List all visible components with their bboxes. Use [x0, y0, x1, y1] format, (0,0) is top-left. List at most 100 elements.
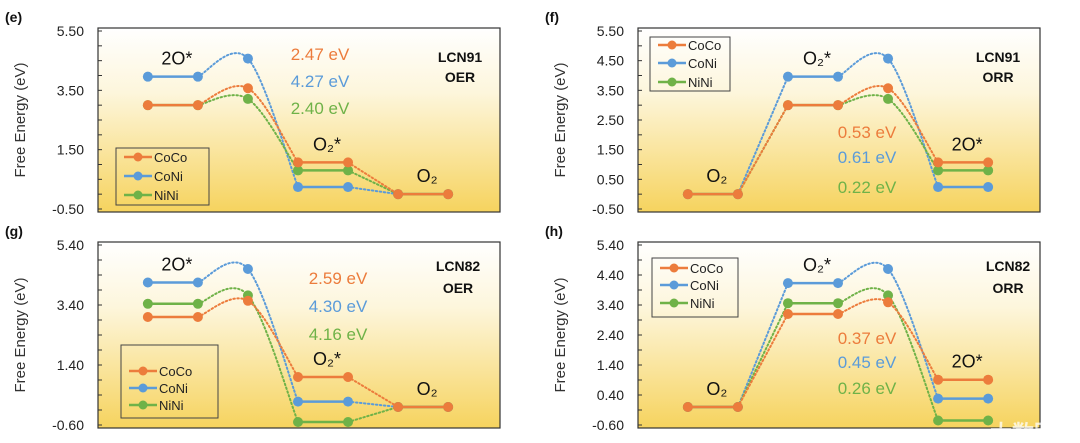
y-axis-label: Free Energy (eV)	[552, 62, 569, 177]
state-label: 2O*	[952, 352, 983, 372]
data-point	[192, 312, 203, 322]
connector-dotted	[736, 302, 789, 408]
y-tick-label: 1.50	[57, 142, 84, 158]
data-point	[192, 100, 203, 111]
reaction-tag: ORR	[992, 280, 1023, 296]
y-tick-label: 3.40	[597, 297, 624, 313]
transition-state-point	[883, 290, 894, 301]
state-label: O₂	[706, 166, 727, 186]
legend-swatch-marker	[669, 280, 679, 290]
data-point	[933, 393, 944, 404]
barrier-label-NiNi: 4.16 eV	[309, 325, 368, 344]
y-axis-label: Free Energy (eV)	[12, 277, 29, 392]
legend: CoCo CoNi NiNi	[651, 257, 739, 318]
y-tick-label: 2.50	[597, 112, 624, 128]
legend-swatch-marker	[667, 40, 677, 50]
data-point	[933, 165, 944, 176]
data-point	[142, 100, 153, 111]
data-point	[292, 372, 303, 382]
data-point	[832, 100, 843, 111]
legend-label: NiNi	[159, 398, 184, 413]
legend-label: CoCo	[688, 38, 721, 53]
data-point	[292, 165, 303, 176]
state-label: O₂*	[803, 255, 831, 275]
system-tag: LCN91	[976, 49, 1021, 65]
legend-swatch-marker	[133, 171, 143, 181]
state-label: 2O*	[161, 49, 192, 69]
y-tick-label: 2.40	[597, 327, 624, 343]
reaction-tag: OER	[445, 69, 475, 85]
barrier-label-NiNi: 0.26 eV	[838, 379, 897, 398]
state-label: 2O*	[161, 255, 192, 275]
data-point	[983, 393, 994, 404]
barrier-label-CoCo: 2.59 eV	[309, 269, 368, 288]
state-label: O₂*	[313, 134, 341, 154]
series-CoNi	[682, 261, 994, 412]
barrier-label-CoNi: 0.61 eV	[838, 148, 897, 167]
transition-state-point	[242, 53, 253, 64]
transition-state-point	[883, 264, 894, 274]
legend-label: NiNi	[154, 188, 179, 203]
panel-label: (e)	[5, 9, 22, 25]
barrier-label-CoCo: 2.47 eV	[291, 45, 350, 64]
panel-f: 5.50 4.50 3.50 2.50 1.50 0.50 -0.50 Free Energy…	[545, 9, 1041, 217]
y-tick-label: 1.40	[57, 357, 84, 373]
legend-box	[651, 257, 739, 318]
y-tick-label: 4.40	[597, 267, 624, 283]
y-tick-label: 3.50	[57, 82, 84, 98]
data-point	[732, 402, 743, 412]
connector-dotted	[347, 186, 400, 196]
legend: CoCo CoNi NiNi	[120, 344, 219, 419]
legend-box	[120, 344, 219, 419]
system-tag: LCN82	[986, 258, 1031, 274]
legend: CoCo CoNi NiNi	[649, 36, 731, 92]
y-tick-label: 1.50	[597, 142, 624, 158]
state-label: O₂	[417, 379, 438, 399]
legend-swatch-marker	[138, 383, 148, 393]
data-point	[343, 372, 354, 382]
y-tick-label: -0.60	[592, 417, 624, 433]
system-tag: LCN82	[436, 258, 481, 274]
barrier-label-CoCo: 0.53 eV	[838, 123, 897, 142]
data-point	[732, 189, 743, 200]
legend-swatch-marker	[133, 152, 143, 162]
legend-swatch-marker	[133, 190, 143, 200]
data-point	[343, 157, 354, 168]
data-point	[192, 277, 203, 288]
data-point	[983, 415, 994, 426]
data-point	[933, 415, 944, 426]
legend-swatch-marker	[667, 77, 677, 87]
legend-label: CoCo	[690, 261, 723, 276]
connector-dotted	[736, 104, 789, 196]
y-tick-label: 0.40	[597, 387, 624, 403]
state-label: O₂*	[313, 349, 341, 369]
state-label: O₂*	[803, 49, 831, 69]
data-point	[933, 182, 944, 193]
data-point	[393, 402, 404, 412]
legend-label: NiNi	[690, 296, 715, 311]
watermark: 大数跨境	[990, 421, 1078, 443]
y-tick-label: 3.40	[57, 297, 84, 313]
data-point	[682, 189, 693, 200]
data-point	[292, 396, 303, 407]
connector-dotted	[196, 52, 299, 189]
connector-dotted	[347, 406, 400, 423]
connector-dotted	[836, 52, 940, 189]
y-tick-label: 5.40	[57, 237, 84, 253]
data-point	[832, 278, 843, 289]
data-point	[832, 71, 843, 82]
legend-swatch-marker	[669, 263, 679, 273]
data-point	[782, 278, 793, 289]
legend-swatch-marker	[669, 298, 679, 308]
data-point	[983, 182, 994, 193]
barrier-label-CoNi: 4.30 eV	[309, 297, 368, 316]
connector-dotted	[736, 313, 789, 408]
y-tick-label: 0.50	[597, 171, 624, 187]
data-point	[393, 189, 404, 200]
data-point	[292, 157, 303, 168]
data-point	[832, 309, 843, 319]
data-point	[192, 298, 203, 309]
transition-state-point	[883, 83, 894, 94]
panel-label: (h)	[545, 223, 563, 239]
connector-dotted	[736, 75, 789, 196]
